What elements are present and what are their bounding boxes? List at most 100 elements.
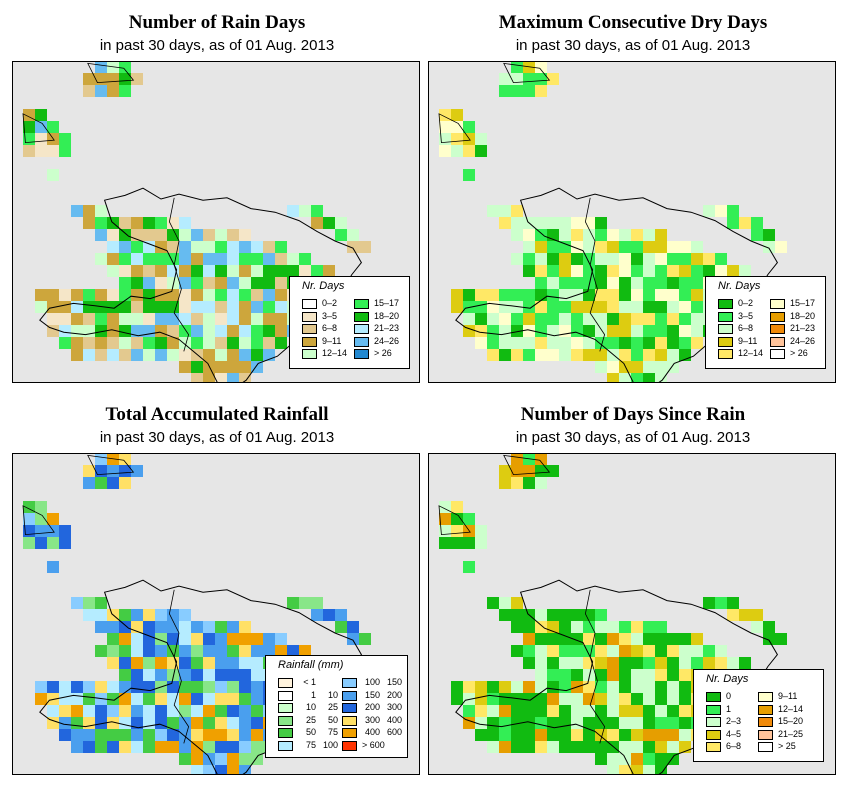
grid-cell	[655, 741, 667, 753]
grid-cell	[203, 313, 215, 325]
grid-cell	[475, 289, 487, 301]
grid-cell	[619, 289, 631, 301]
grid-cell	[559, 217, 571, 229]
grid-cell	[655, 337, 667, 349]
grid-cell	[547, 633, 559, 645]
grid-cell	[595, 609, 607, 621]
grid-cell	[167, 669, 179, 681]
grid-cell	[119, 337, 131, 349]
grid-cell	[191, 669, 203, 681]
legend-swatch	[278, 678, 293, 688]
grid-cell	[619, 621, 631, 633]
grid-cell	[595, 241, 607, 253]
grid-cell	[275, 301, 287, 313]
grid-cell	[523, 62, 535, 73]
grid-cell	[439, 145, 451, 157]
grid-cell	[535, 325, 547, 337]
grid-cell	[227, 753, 239, 765]
panel-rain-days: Number of Rain Days in past 30 days, as …	[12, 0, 422, 390]
grid-cell	[655, 349, 667, 361]
grid-cell	[475, 537, 487, 549]
grid-cell	[107, 621, 119, 633]
grid-cell	[547, 301, 559, 313]
grid-cell	[439, 537, 451, 549]
grid-cell	[239, 645, 251, 657]
grid-cell	[499, 85, 511, 97]
grid-cell	[191, 229, 203, 241]
legend-label: 12–14	[778, 703, 804, 714]
grid-cell	[71, 681, 83, 693]
grid-cell	[227, 229, 239, 241]
grid-cell	[215, 621, 227, 633]
grid-cell	[203, 325, 215, 337]
grid-cell	[323, 609, 335, 621]
grid-cell	[107, 681, 119, 693]
grid-cell	[547, 277, 559, 289]
grid-cell	[251, 289, 263, 301]
grid-cell	[263, 633, 275, 645]
grid-cell	[131, 729, 143, 741]
grid-cell	[227, 705, 239, 717]
grid-cell	[119, 621, 131, 633]
grid-cell	[619, 717, 631, 729]
legend-label: 75 100	[305, 739, 338, 750]
grid-cell	[131, 301, 143, 313]
grid-cell	[655, 289, 667, 301]
grid-cell	[715, 253, 727, 265]
grid-cell	[595, 361, 607, 373]
grid-cell	[559, 265, 571, 277]
grid-cell	[535, 717, 547, 729]
legend-swatch	[342, 715, 357, 726]
grid-cell	[655, 241, 667, 253]
grid-cell	[535, 85, 547, 97]
grid-cell	[299, 253, 311, 265]
grid-cell	[179, 229, 191, 241]
grid-cell	[83, 325, 95, 337]
grid-cell	[47, 561, 59, 573]
grid-cell	[691, 253, 703, 265]
grid-cell	[583, 313, 595, 325]
grid-cell	[499, 717, 511, 729]
grid-cell	[95, 253, 107, 265]
grid-cell	[667, 325, 679, 337]
grid-cell	[535, 301, 547, 313]
grid-cell	[71, 313, 83, 325]
grid-cell	[143, 693, 155, 705]
grid-cell	[143, 313, 155, 325]
grid-cell	[631, 705, 643, 717]
legend-swatch	[758, 704, 773, 715]
grid-cell	[179, 241, 191, 253]
grid-cell	[715, 657, 727, 669]
grid-cell	[679, 657, 691, 669]
grid-cell	[535, 265, 547, 277]
grid-cell	[143, 265, 155, 277]
grid-cell	[59, 325, 71, 337]
grid-cell	[763, 633, 775, 645]
grid-cell	[239, 265, 251, 277]
grid-cell	[607, 313, 619, 325]
grid-cell	[215, 705, 227, 717]
grid-cell	[179, 313, 191, 325]
grid-cell	[215, 325, 227, 337]
grid-cell	[559, 229, 571, 241]
panel-subtitle: in past 30 days, as of 01 Aug. 2013	[515, 37, 751, 54]
grid-cell	[703, 205, 715, 217]
grid-cell	[523, 253, 535, 265]
grid-cell	[619, 265, 631, 277]
grid-cell	[179, 217, 191, 229]
grid-cell	[763, 229, 775, 241]
grid-cell	[167, 229, 179, 241]
grid-cell	[239, 349, 251, 361]
grid-cell	[299, 205, 311, 217]
grid-cell	[595, 621, 607, 633]
grid-cell	[59, 717, 71, 729]
grid-cell	[547, 325, 559, 337]
grid-cell	[71, 349, 83, 361]
grid-cell	[451, 133, 463, 145]
grid-cell	[83, 465, 95, 477]
grid-cell	[595, 753, 607, 765]
grid-cell	[71, 205, 83, 217]
grid-cell	[655, 253, 667, 265]
grid-cell	[439, 513, 451, 525]
grid-cell	[347, 621, 359, 633]
